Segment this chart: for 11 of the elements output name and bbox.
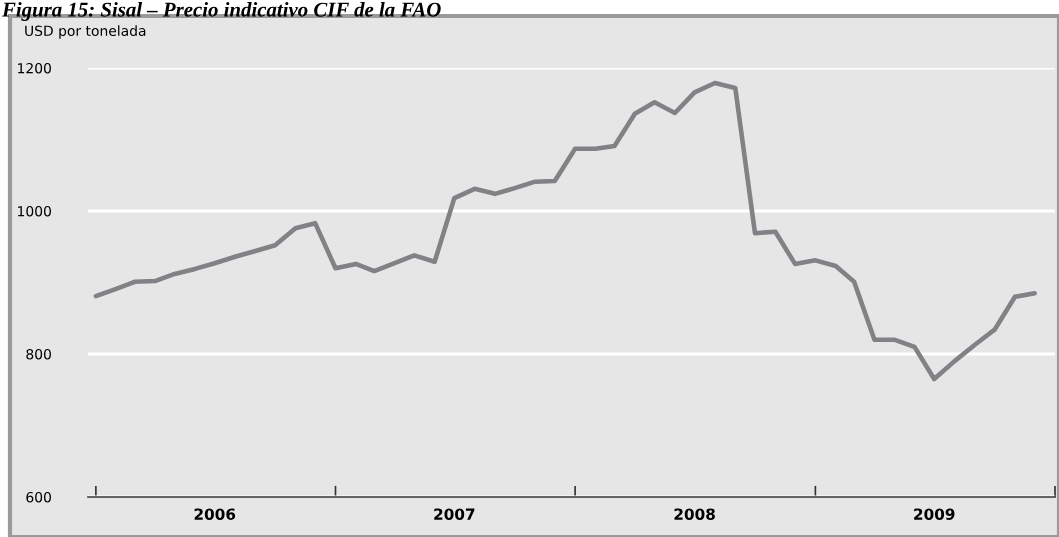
y-tick-label: 1200 <box>18 62 51 74</box>
x-tick-label: 2007 <box>434 508 475 520</box>
chart-title: Figura 15: Sisal – Precio indicativo CIF de la FAO <box>1 2 441 21</box>
y-tick-label: 600 <box>26 491 51 503</box>
y-axis-title: USD por tonelada <box>25 25 146 39</box>
x-tick-label: 2008 <box>674 508 715 520</box>
y-tick-label: 1000 <box>18 205 51 217</box>
x-tick-label: 2009 <box>914 508 955 520</box>
y-tick-label: 800 <box>26 348 51 360</box>
x-tick-label: 2006 <box>194 508 236 520</box>
line-series <box>93 80 1037 382</box>
